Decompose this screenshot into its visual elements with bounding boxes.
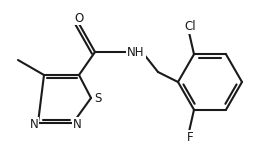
Text: S: S <box>94 91 102 105</box>
Text: N: N <box>30 118 38 130</box>
Text: NH: NH <box>127 45 145 59</box>
Text: F: F <box>187 131 193 144</box>
Text: O: O <box>74 12 84 24</box>
Text: N: N <box>73 118 81 130</box>
Text: Cl: Cl <box>184 20 196 33</box>
